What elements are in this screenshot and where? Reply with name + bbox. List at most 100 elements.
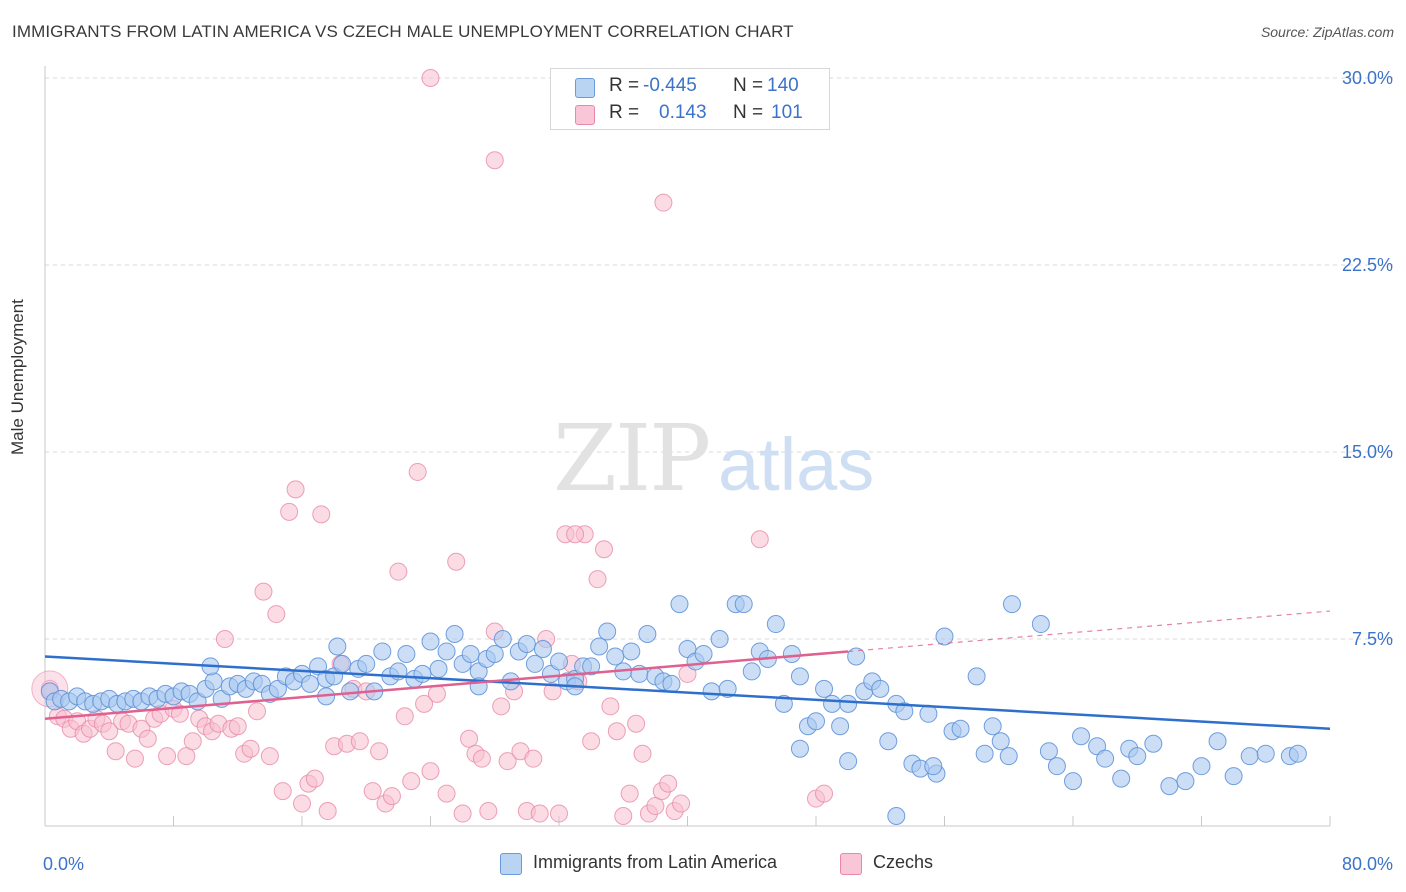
latin-america-point	[606, 647, 625, 666]
latin-america-point	[887, 807, 906, 826]
czechs-trend-line	[44, 650, 849, 721]
czechs-point	[158, 747, 177, 766]
latin-america-point	[999, 747, 1018, 766]
latin-america-point	[935, 627, 954, 646]
latin-america-point	[1031, 615, 1050, 634]
czechs-point	[273, 782, 292, 801]
zipatlas-watermark: ZIP atlas	[553, 405, 874, 512]
latin-america-point	[774, 694, 793, 713]
latin-america-point	[694, 644, 713, 663]
czechs-point	[543, 682, 562, 701]
latin-america-point	[1240, 747, 1259, 766]
latin-america-point	[839, 752, 858, 771]
latin-america-point	[1288, 744, 1307, 763]
latin-america-point	[823, 694, 842, 713]
latin-america-point	[204, 672, 223, 691]
czechs-point	[350, 732, 369, 751]
czechs-point	[421, 762, 440, 781]
latin-america-point	[742, 662, 761, 681]
latin-america-point	[1064, 772, 1082, 791]
watermark-zip: ZIP	[553, 405, 709, 512]
czechs-point	[620, 784, 639, 803]
latin-america-point	[550, 652, 568, 671]
latin-america-point	[357, 654, 376, 673]
latin-america-point	[975, 744, 994, 763]
x-tick-label: 80.0%	[1342, 854, 1393, 874]
latin-america-point	[533, 639, 552, 658]
czechs-point	[241, 739, 260, 758]
czechs-trend-extension	[848, 610, 1331, 653]
czechs-point	[125, 749, 144, 768]
czechs-point	[248, 702, 267, 721]
latin-america-point	[1256, 744, 1275, 763]
latin-america-point	[734, 595, 753, 614]
y-tick-label: 7.5%	[1352, 629, 1393, 649]
r-value: -0.445	[643, 75, 697, 96]
latin-america-point	[1112, 769, 1131, 788]
latin-america-point	[373, 642, 392, 661]
r-label: R =	[609, 102, 640, 123]
czechs-point	[228, 717, 247, 736]
czechs-point	[659, 774, 678, 793]
trend-lines	[44, 610, 1331, 731]
czechs-point	[312, 505, 331, 524]
czechs-point	[750, 530, 769, 549]
czechs-point	[389, 562, 408, 581]
latin-america-point	[1072, 727, 1091, 746]
r-label: R =	[609, 75, 640, 96]
czechs-point	[415, 694, 434, 713]
latin-america-point	[879, 732, 898, 751]
latin-america-point	[461, 644, 480, 663]
czechs-point	[267, 605, 286, 624]
czechs-point	[280, 502, 299, 521]
latin-america-point	[895, 702, 914, 721]
czechs-point	[363, 782, 382, 801]
grid-lines	[45, 77, 1395, 640]
latin-america-point	[815, 679, 834, 698]
czechs-point	[453, 804, 472, 823]
czechs-point	[421, 69, 440, 87]
czechs-point	[498, 752, 517, 771]
czechs-point	[260, 747, 279, 766]
pink-swatch	[840, 853, 862, 875]
czechs-point	[566, 525, 585, 544]
latin-america-point	[1047, 757, 1066, 776]
czechs-point	[170, 704, 189, 723]
czechs-point	[427, 684, 446, 703]
source-label: Source: ZipAtlas.com	[1260, 24, 1394, 40]
latin-america-point	[831, 717, 850, 736]
latin-america-point	[1002, 595, 1021, 614]
latin-america-point	[991, 732, 1010, 751]
latin-america-point	[493, 630, 512, 648]
czechs-point	[370, 742, 389, 761]
czechs-point	[646, 797, 665, 816]
latin-america-point	[638, 625, 657, 644]
latin-america-point	[1224, 767, 1243, 786]
latin-america-point	[1144, 734, 1163, 753]
latin-america-point	[1128, 747, 1147, 766]
czechs-point	[177, 747, 196, 766]
czechs-point	[815, 784, 834, 803]
latin-america-point	[983, 717, 1002, 736]
latin-america-point	[413, 664, 432, 683]
y-tick-label: 30.0%	[1342, 68, 1393, 88]
latin-america-point	[782, 644, 801, 663]
latin-america-point	[517, 634, 536, 653]
czechs-point	[492, 697, 511, 716]
latin-america-point	[429, 659, 448, 678]
czechs-point	[408, 462, 427, 481]
czechs-point	[485, 151, 504, 170]
czechs-point	[183, 732, 202, 751]
czechs-point	[305, 769, 324, 788]
latin-america-point	[622, 642, 641, 661]
latin-america-point	[1176, 772, 1195, 791]
latin-america-point	[582, 657, 601, 676]
blue-swatch	[500, 853, 522, 875]
latin-america-point	[301, 674, 320, 693]
czechs-point	[550, 804, 568, 823]
latin-america-point	[485, 644, 504, 663]
czechs-point	[382, 787, 401, 806]
latin-america-point	[333, 654, 352, 673]
czechs-point	[654, 193, 673, 212]
